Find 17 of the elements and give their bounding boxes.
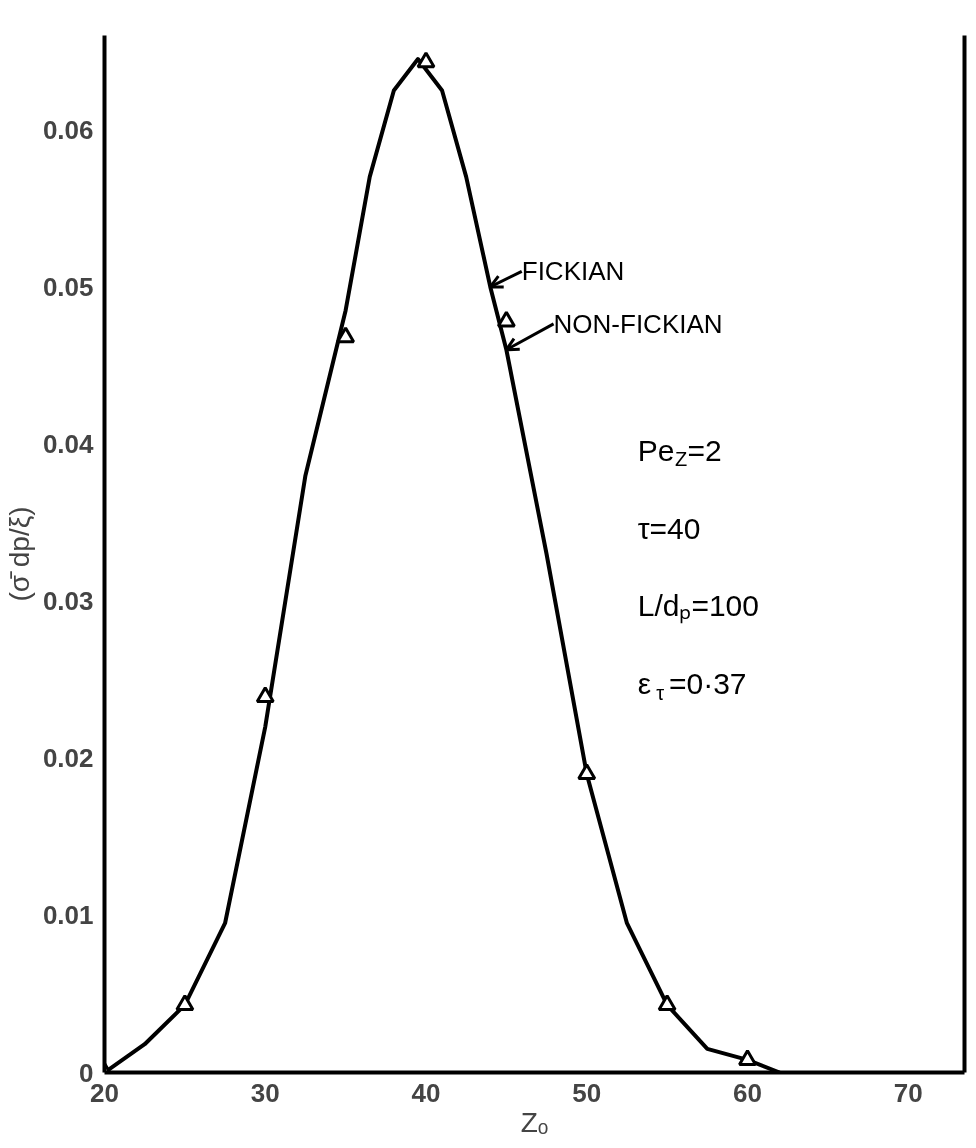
y-tick-label: 0.04 [42,429,95,460]
annotation: τ=40 [637,511,701,545]
x-axis-title: Zₒ [520,1106,549,1138]
annotation: FICKIAN [521,256,625,287]
annotation: L/dₚ=100 [637,589,759,625]
y-tick-label: 0.05 [42,271,94,302]
y-tick-label: 0.06 [42,114,94,145]
y-tick-label: 0.01 [42,900,94,931]
y-axis-title: (σ̄ dp/ξ) [3,506,35,602]
x-tick-label: 30 [250,1077,280,1108]
x-tick-label: 60 [733,1077,762,1108]
y-tick-label: 0.03 [42,586,94,617]
x-tick-label: 70 [893,1077,923,1108]
annotation: NON-FICKIAN [553,308,723,339]
y-tick-label: 0.02 [42,743,94,774]
x-tick-label: 40 [411,1077,441,1108]
x-tick-label: 50 [572,1077,602,1108]
